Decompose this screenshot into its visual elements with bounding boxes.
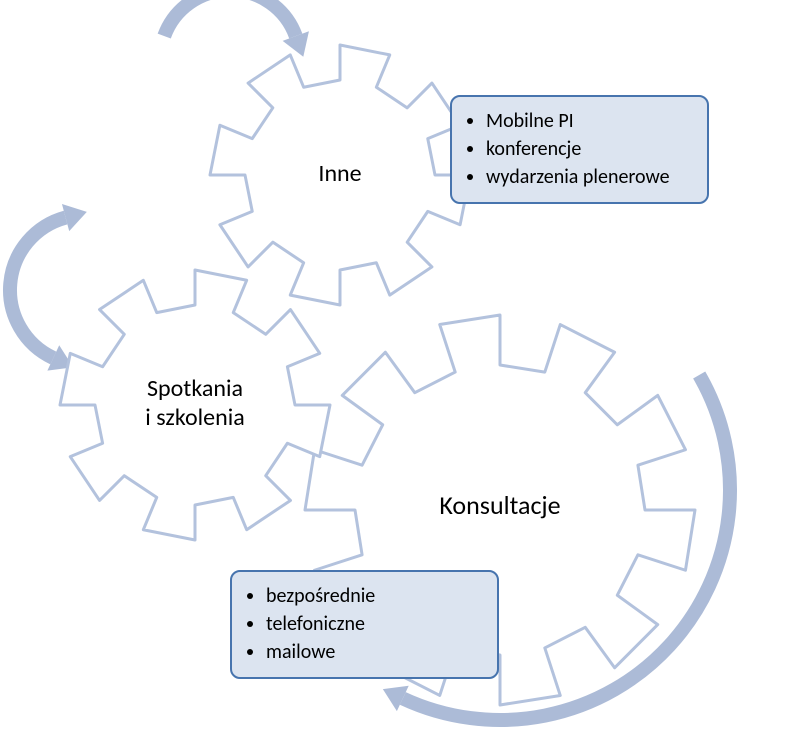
list-item: konferencje [486, 136, 691, 163]
list-item: wydarzenia plenerowe [486, 164, 691, 191]
list-item: mailowe [266, 639, 481, 666]
list-item: bezpośrednie [266, 583, 481, 610]
gear-label-left-line1: Spotkania [147, 374, 243, 403]
gear-label-right: Konsultacje [410, 490, 590, 521]
callout-bottom: bezpośrednie telefoniczne mailowe [230, 570, 499, 679]
callout-top-list: Mobilne PI konferencje wydarzenia plener… [468, 108, 691, 191]
callout-bottom-list: bezpośrednie telefoniczne mailowe [248, 583, 481, 666]
gear-label-left: Spotkania i szkolenia [115, 375, 275, 433]
callout-top: Mobilne PI konferencje wydarzenia plener… [450, 95, 709, 204]
gear-label-top: Inne [290, 160, 390, 189]
list-item: Mobilne PI [486, 108, 691, 135]
diagram-stage: Inne Spotkania i szkolenia Konsultacje M… [0, 0, 803, 735]
list-item: telefoniczne [266, 611, 481, 638]
gear-label-left-line2: i szkolenia [145, 403, 244, 432]
